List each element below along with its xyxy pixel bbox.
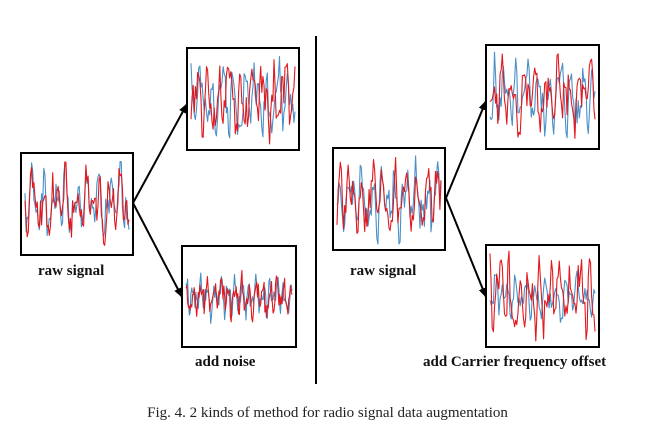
red-waveform — [190, 59, 296, 145]
signal-box-left-top — [186, 47, 300, 151]
signal-frame — [485, 244, 600, 348]
right-raw-signal-label: raw signal — [350, 263, 417, 279]
signal-box-left-noise — [181, 245, 297, 348]
signal-box-right-cfo — [485, 244, 600, 348]
figure-caption: Fig. 4. 2 kinds of method for radio sign… — [147, 405, 508, 421]
red-waveform — [24, 161, 130, 246]
blue-waveform — [489, 51, 596, 139]
signal-frame — [332, 147, 446, 251]
arrow-raw-to-top-left — [132, 103, 188, 204]
signal-frame — [181, 245, 297, 348]
blue-waveform — [24, 160, 130, 238]
blue-waveform — [190, 56, 296, 139]
signal-frame — [20, 152, 134, 256]
signal-box-right-raw — [332, 147, 446, 251]
red-waveform — [185, 270, 293, 323]
add-cfo-label: add Carrier frequency offset — [423, 354, 607, 370]
augmentation-figure — [20, 36, 600, 384]
red-waveform — [489, 53, 596, 139]
signal-box-right-top — [485, 44, 600, 150]
add-noise-label: add noise — [195, 354, 256, 370]
blue-waveform — [336, 155, 442, 245]
arrow-raw-to-noise — [132, 202, 183, 298]
arrow-raw-to-cfo — [445, 197, 487, 298]
signal-box-left-raw — [20, 152, 134, 256]
signal-frame — [485, 44, 600, 150]
red-waveform — [336, 156, 442, 234]
arrow-raw-to-top-right — [445, 100, 487, 199]
red-waveform — [489, 250, 596, 342]
signal-frame — [186, 47, 300, 151]
left-raw-signal-label: raw signal — [38, 263, 105, 279]
